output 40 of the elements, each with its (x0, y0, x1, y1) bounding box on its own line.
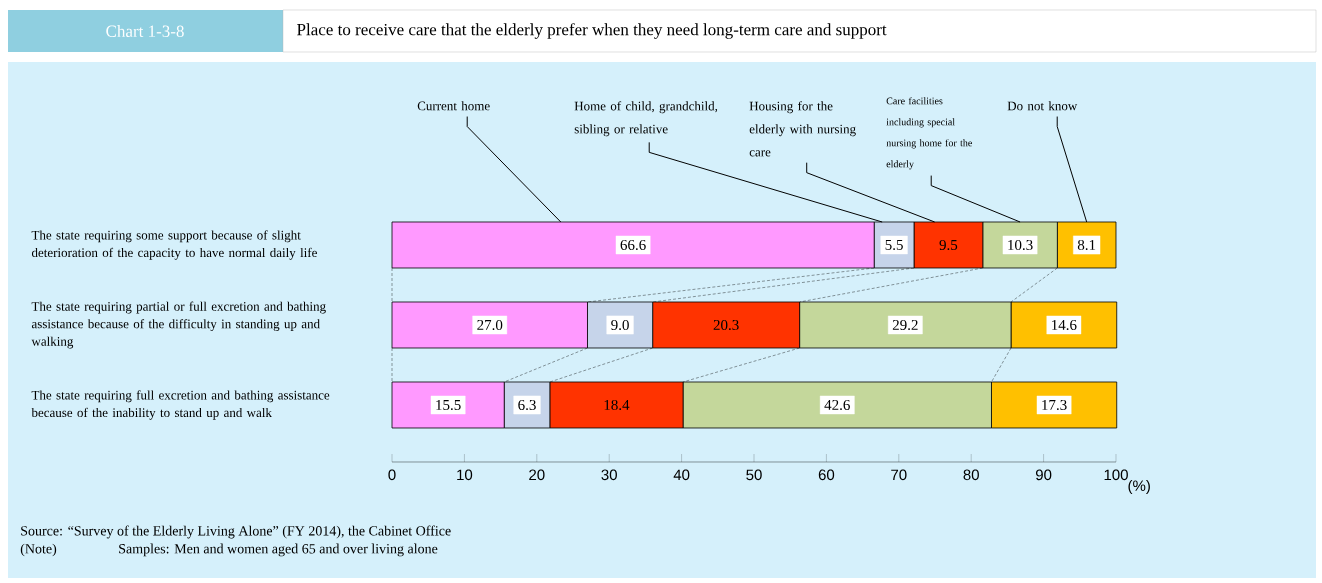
data-label: 9.5 (939, 239, 958, 251)
text: (Note) (20, 543, 57, 557)
x-tick-label: 100 (1104, 469, 1128, 481)
data-label: 66.6 (620, 239, 646, 251)
x-tick-label: 50 (746, 469, 762, 481)
x-tick-label: 60 (818, 469, 835, 481)
data-label: 8.1 (1077, 239, 1096, 251)
data-label: 5.5 (885, 239, 903, 251)
x-tick-label: 90 (1035, 469, 1052, 481)
text: Home of child, grandchild, sibling or relative (574, 101, 718, 137)
x-axis-title: (%) (1128, 480, 1150, 494)
data-label: 9.0 (611, 319, 629, 331)
data-label: 15.5 (436, 399, 461, 411)
y-tick-label: The state requiring partial or full excretion and bathing assistance because of the difficulty in standing up and walking (31, 301, 326, 349)
x-tick-label: 70 (891, 469, 907, 481)
data-label: 10.3 (1008, 239, 1033, 251)
data-label: 18.4 (604, 399, 630, 411)
y-tick-label: The state requiring some support because of slight deterioration of the capacity to have normal daily life (31, 230, 317, 260)
x-tick-label: 0 (388, 469, 396, 481)
y-tick-label: The state requiring full excretion and bathing assistance because of the inability to stand up and walk (31, 390, 330, 420)
x-tick-label: 10 (457, 469, 473, 481)
data-label: 20.3 (713, 319, 739, 331)
x-tick-label: 30 (601, 469, 617, 481)
text: Chart 1-3-8 (106, 25, 184, 37)
chart-subtitle: Place to receive care that the elderly prefer when they need long-term care and support (297, 23, 887, 39)
x-tick-label: 80 (963, 469, 979, 481)
data-label: 42.6 (824, 399, 850, 411)
text: Samples: Men and women aged 65 and over living alone (119, 543, 438, 557)
data-label: 6.3 (518, 399, 536, 411)
text: Do not know (1007, 101, 1078, 111)
source-note: Source: “Survey of the Elderly Living Alone” (FY 2014), the Cabinet Office (21, 525, 451, 539)
data-label: 14.6 (1052, 319, 1077, 331)
data-label: 17.3 (1042, 399, 1067, 411)
text: Care facilities including special nursing home for the elderly (886, 97, 972, 170)
data-label: 27.0 (477, 319, 503, 331)
x-tick-label: 40 (673, 469, 690, 481)
x-tick-label: 20 (529, 469, 545, 481)
text: Housing for the elderly with nursing care (749, 101, 856, 157)
text: Current home (417, 101, 490, 111)
data-label: 29.2 (892, 319, 918, 331)
